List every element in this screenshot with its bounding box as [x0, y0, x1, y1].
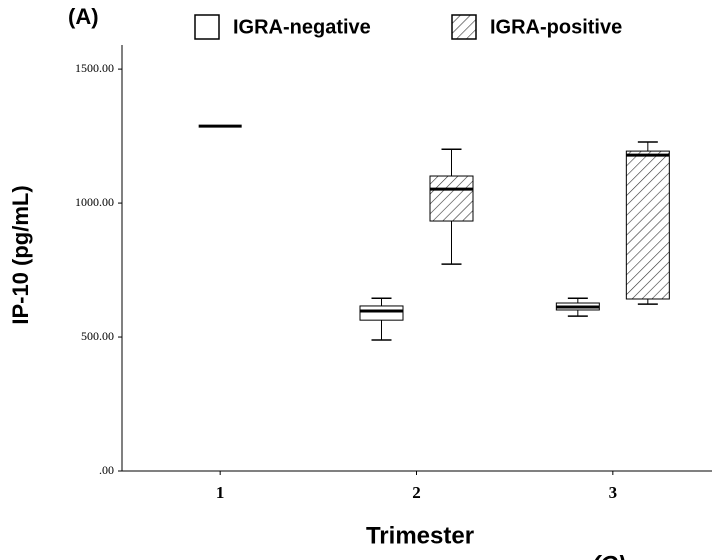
- y-axis-title: IP-10 (pg/mL): [8, 185, 33, 324]
- legend-swatch: [451, 14, 477, 40]
- panel-label: (C): [592, 551, 625, 560]
- y-tick-label: 500.00: [81, 329, 114, 343]
- y-tick-label: 1000.00: [75, 195, 114, 209]
- x-tick-label: 3: [609, 483, 618, 502]
- y-tick-label: .00: [99, 463, 114, 477]
- y-tick-label: 1500.00: [75, 61, 114, 75]
- x-tick-label: 2: [412, 483, 421, 502]
- x-tick-label: 1: [216, 483, 225, 502]
- legend-label: IGRA-positive: [490, 16, 622, 38]
- box: [359, 305, 404, 321]
- legend-swatch: [194, 14, 220, 40]
- box: [625, 150, 670, 300]
- x-axis-title: Trimester: [366, 522, 474, 549]
- legend-label: IGRA-negative: [233, 16, 371, 38]
- panel-label: (A): [68, 4, 99, 29]
- box: [429, 175, 474, 222]
